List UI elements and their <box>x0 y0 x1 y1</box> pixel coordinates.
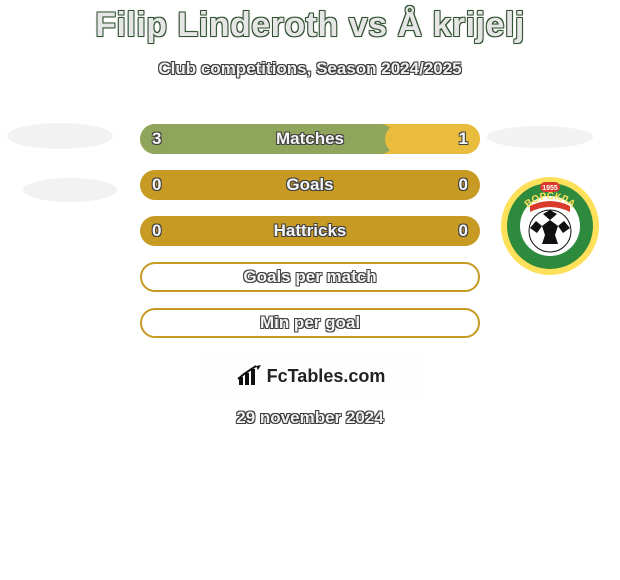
page-title: Filip Linderoth vs Å krijelj <box>0 0 620 45</box>
bar-label: Min per goal <box>140 308 480 338</box>
left-photo-placeholder-2 <box>23 178 117 202</box>
watermark: FcTables.com <box>202 352 420 400</box>
watermark-icon <box>237 365 263 387</box>
watermark-text: FcTables.com <box>267 366 386 387</box>
right-photo-placeholder <box>487 126 593 148</box>
bar-row-matches: 3 1 Matches <box>140 124 480 154</box>
page-subtitle: Club competitions, Season 2024/2025 <box>0 59 620 79</box>
bar-label: Goals <box>140 170 480 200</box>
bar-label: Hattricks <box>140 216 480 246</box>
comparison-bars: 3 1 Matches 0 0 Goals 0 0 Hattricks Goal… <box>140 124 480 354</box>
bar-label: Goals per match <box>140 262 480 292</box>
bar-row-goals-per-match: Goals per match <box>140 262 480 292</box>
comparison-canvas: Filip Linderoth vs Å krijelj Club compet… <box>0 0 620 580</box>
badge-year: 1955 <box>542 185 558 192</box>
bar-label: Matches <box>140 124 480 154</box>
bar-row-min-per-goal: Min per goal <box>140 308 480 338</box>
bar-row-hattricks: 0 0 Hattricks <box>140 216 480 246</box>
date-stamp: 29 november 2024 <box>0 408 620 428</box>
bar-row-goals: 0 0 Goals <box>140 170 480 200</box>
club-badge-vorskla: ВОРСКЛА 1955 <box>500 176 600 276</box>
left-photo-placeholder-1 <box>7 123 113 149</box>
